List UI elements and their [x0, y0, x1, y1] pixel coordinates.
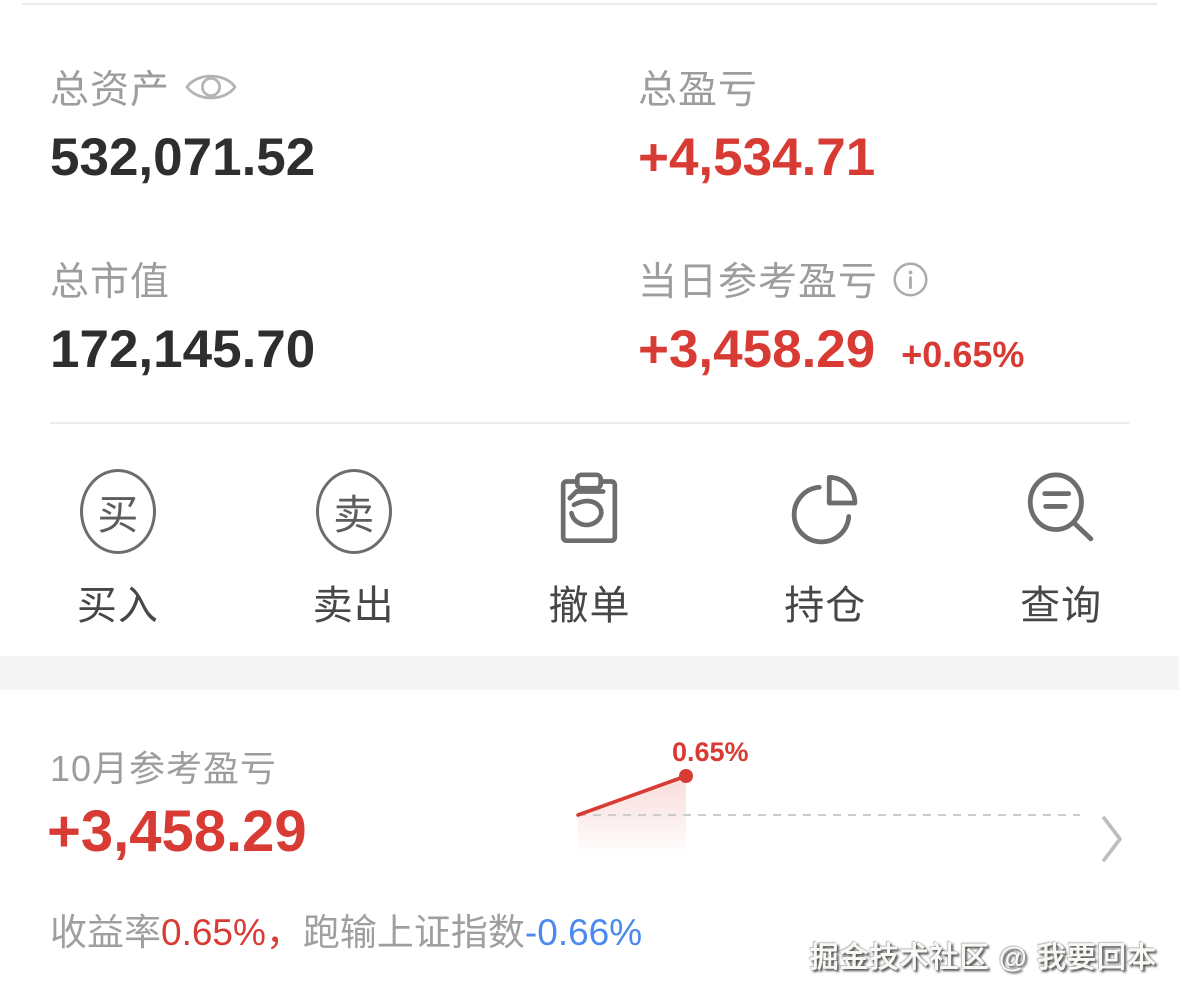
total-assets-label: 总资产 [50, 69, 171, 112]
sell-button[interactable]: 卖 卖出 [236, 466, 472, 631]
positions-button[interactable]: 持仓 [707, 466, 943, 631]
chevron-right-icon[interactable] [1100, 814, 1126, 866]
total-market-value-label: 总市值 [50, 261, 171, 304]
total-pnl-cell: 总盈亏 +4,534.71 [638, 64, 875, 186]
buy-circle-icon: 买 [79, 468, 156, 554]
section-divider [50, 422, 1129, 424]
daily-ref-pnl-percent: +0.65% [901, 334, 1025, 375]
month-pnl-label: 10月参考盈亏 [50, 748, 278, 789]
top-divider [22, 3, 1157, 5]
month-detail-text: 收益率0.65%，跑输上证指数-0.66% [50, 902, 642, 956]
total-market-value-value: 172,145.70 [50, 320, 316, 379]
info-icon[interactable] [892, 261, 929, 298]
query-button[interactable]: 查询 [943, 466, 1179, 631]
sell-label: 卖出 [312, 584, 395, 628]
clipboard-undo-icon [549, 469, 629, 554]
chart-current-dot [679, 769, 693, 783]
chart-return-line [576, 774, 688, 817]
daily-ref-pnl-label: 当日参考盈亏 [638, 261, 879, 304]
section-spacer [0, 656, 1179, 690]
return-rate-value: 0.65%， [161, 912, 303, 953]
total-market-value-cell: 总市值 172,145.70 [50, 256, 315, 378]
cancel-order-button[interactable]: 撤单 [472, 466, 708, 631]
buy-icon-char: 买 [97, 492, 139, 538]
daily-ref-pnl-amount: +3,458.29 [638, 320, 876, 379]
magnifier-icon [1020, 468, 1102, 555]
sell-icon-char: 卖 [333, 492, 375, 538]
chart-current-value-label: 0.65% [672, 737, 749, 767]
daily-ref-pnl-cell: 当日参考盈亏 +3,458.29 +0.65% [638, 256, 1024, 383]
cancel-order-label: 撤单 [548, 584, 631, 628]
buy-button[interactable]: 买 买入 [0, 466, 236, 631]
total-assets-value: 532,071.52 [50, 128, 316, 187]
chart-area-fill [578, 776, 686, 859]
daily-ref-pnl-value: +3,458.29 +0.65% [638, 322, 1024, 383]
underperform-text: 跑输上证指数 [302, 912, 525, 953]
total-assets-cell: 总资产 532,071.52 [50, 64, 315, 186]
positions-label: 持仓 [784, 584, 867, 628]
sell-circle-icon: 卖 [315, 468, 392, 554]
query-label: 查询 [1020, 584, 1103, 628]
index-diff-value: -0.66% [524, 912, 643, 953]
total-pnl-label: 总盈亏 [638, 69, 759, 112]
buy-label: 买入 [76, 584, 159, 628]
month-pnl-value: +3,458.29 [47, 799, 307, 864]
pie-chart-icon [784, 468, 866, 555]
action-bar: 买 买入 卖 卖出 撤单 [0, 466, 1179, 631]
month-return-mini-chart[interactable] [560, 725, 1100, 875]
eye-icon[interactable] [184, 68, 238, 106]
watermark-text: 掘金技术社区 @ 我要回本 [809, 942, 1157, 974]
total-pnl-value: +4,534.71 [638, 128, 876, 187]
return-rate-prefix: 收益率 [50, 912, 161, 953]
